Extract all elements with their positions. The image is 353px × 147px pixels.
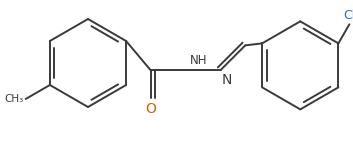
Text: CH₃: CH₃	[4, 94, 24, 104]
Text: N: N	[222, 73, 232, 87]
Text: Cl: Cl	[343, 9, 353, 22]
Text: O: O	[145, 102, 156, 116]
Text: NH: NH	[190, 54, 207, 67]
